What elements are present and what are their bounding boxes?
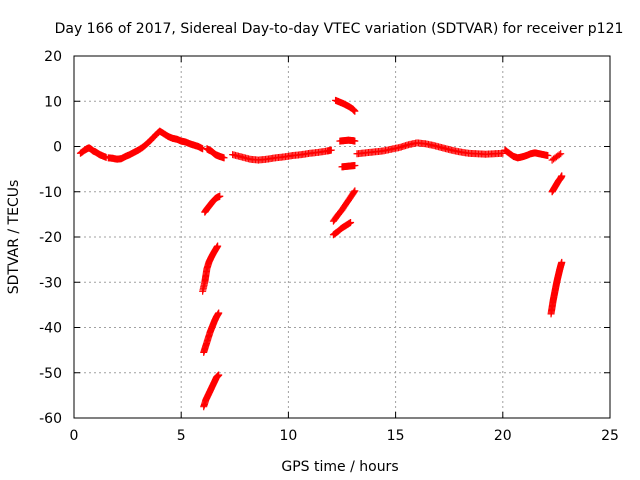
data-series [104,127,207,163]
y-tick-label: -40 [39,321,62,337]
y-tick-label: -30 [39,275,62,291]
y-tick-label: 0 [53,140,62,156]
data-point-marker [555,151,563,159]
data-point-marker [351,107,359,115]
y-axis-label: SDTVAR / TECUs [6,180,22,295]
axis-ticks: 0 5 10 15 20 25 -60 -50 -40 -30 -20 -10 0 10 20 [39,49,619,444]
data-series [199,242,222,295]
data-point-marker [351,137,359,145]
data-series [229,146,335,164]
x-tick-label: 25 [601,428,619,444]
data-series [76,144,110,161]
data-point-marker [347,219,355,227]
data-series [548,150,565,164]
data-point-marker [351,162,359,170]
data-series [203,145,228,162]
data-series [329,187,359,225]
data-points [76,96,566,411]
data-series [548,172,566,196]
x-tick-label: 15 [387,428,405,444]
y-tick-label: 20 [44,49,62,65]
data-point-marker [215,309,223,317]
y-tick-label: -10 [39,185,62,201]
x-tick-label: 5 [177,428,186,444]
data-point-marker [327,146,335,154]
data-point-marker [558,172,566,180]
data-point-marker [350,188,358,196]
data-point-marker [557,150,565,158]
data-series [338,162,359,171]
data-point-marker [544,152,552,160]
chart-title: Day 166 of 2017, Sidereal Day-to-day VTE… [55,21,624,37]
data-series [501,146,552,162]
plot-frame [73,55,611,419]
gridlines [74,56,610,418]
data-point-marker [351,187,359,195]
data-series [547,258,566,318]
data-point-marker [216,192,224,200]
x-axis-label: GPS time / hours [281,459,398,475]
x-tick-label: 10 [279,428,297,444]
data-point-marker [214,242,222,250]
data-series [200,309,223,356]
y-tick-label: -50 [39,366,62,382]
data-series [353,139,507,158]
x-tick-label: 0 [70,428,79,444]
y-tick-label: -60 [39,411,62,427]
data-series [332,96,359,115]
x-tick-label: 20 [494,428,512,444]
y-tick-label: -20 [39,230,62,246]
y-tick-label: 10 [44,94,62,110]
data-series [200,371,223,411]
data-point-marker [558,258,566,266]
data-point-marker [220,154,228,162]
data-series [336,136,359,145]
data-point-marker [215,371,223,379]
data-series [329,219,355,239]
data-series [201,192,224,216]
